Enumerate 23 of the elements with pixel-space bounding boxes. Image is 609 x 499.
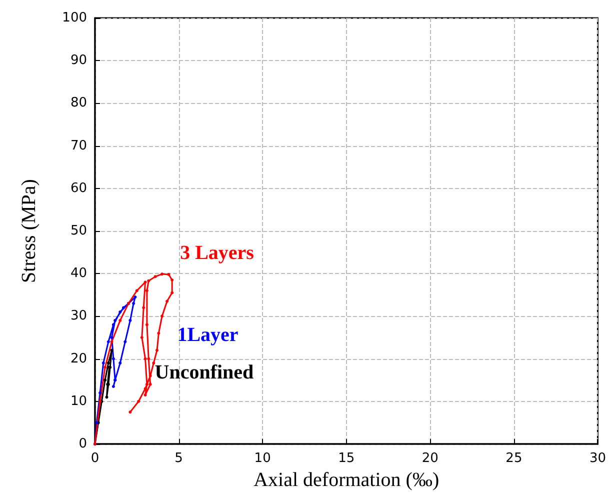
- x-axis-title: Axial deformation (‰): [254, 468, 440, 491]
- y-tick-label: 60: [70, 180, 87, 196]
- x-tick-label: 30: [589, 451, 606, 466]
- y-axis-title: Stress (MPa): [18, 179, 40, 283]
- y-tick-label: 50: [70, 224, 87, 238]
- x-tick-label: 15: [338, 451, 355, 466]
- x-tick-label: 0: [90, 451, 100, 466]
- text: Unconfined: [154, 361, 254, 384]
- y-tick-label: 0: [78, 436, 87, 452]
- y-tick-label: 20: [70, 351, 87, 366]
- y-tick-label: 80: [70, 96, 87, 111]
- y-tick-label: 100: [62, 10, 87, 26]
- y-tick-label: 10: [70, 394, 87, 409]
- x-tick-label: 25: [506, 451, 522, 466]
- x-tick-label: 20: [422, 451, 438, 466]
- series-label: 3 Layers: [180, 242, 254, 264]
- x-tick-label: 5: [174, 451, 183, 466]
- y-tick-label: 30: [70, 308, 87, 324]
- y-tick-label: 40: [70, 266, 87, 282]
- y-tick-label: 90: [70, 53, 87, 68]
- x-tick-label: 10: [254, 451, 271, 466]
- text: 1Layer: [177, 324, 238, 346]
- y-tick-label: 70: [70, 138, 87, 154]
